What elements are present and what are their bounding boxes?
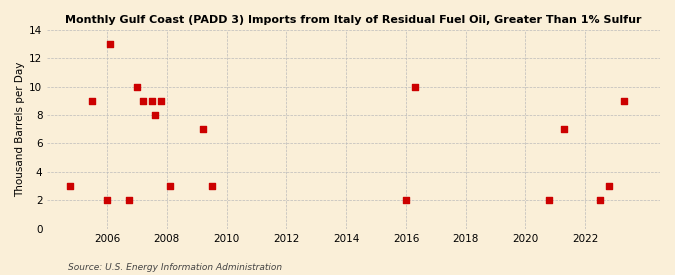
Point — [410, 84, 421, 89]
Point — [559, 127, 570, 131]
Point — [619, 99, 630, 103]
Point — [86, 99, 97, 103]
Point — [197, 127, 208, 131]
Y-axis label: Thousand Barrels per Day: Thousand Barrels per Day — [15, 62, 25, 197]
Point — [146, 99, 157, 103]
Point — [138, 99, 148, 103]
Text: Source: U.S. Energy Information Administration: Source: U.S. Energy Information Administ… — [68, 263, 281, 272]
Point — [149, 113, 160, 117]
Point — [165, 184, 176, 188]
Point — [102, 198, 113, 202]
Point — [155, 99, 166, 103]
Point — [132, 84, 142, 89]
Point — [400, 198, 411, 202]
Point — [604, 184, 615, 188]
Point — [595, 198, 605, 202]
Point — [105, 42, 115, 46]
Point — [544, 198, 555, 202]
Point — [64, 184, 75, 188]
Point — [207, 184, 217, 188]
Title: Monthly Gulf Coast (PADD 3) Imports from Italy of Residual Fuel Oil, Greater Tha: Monthly Gulf Coast (PADD 3) Imports from… — [65, 15, 642, 25]
Point — [124, 198, 135, 202]
